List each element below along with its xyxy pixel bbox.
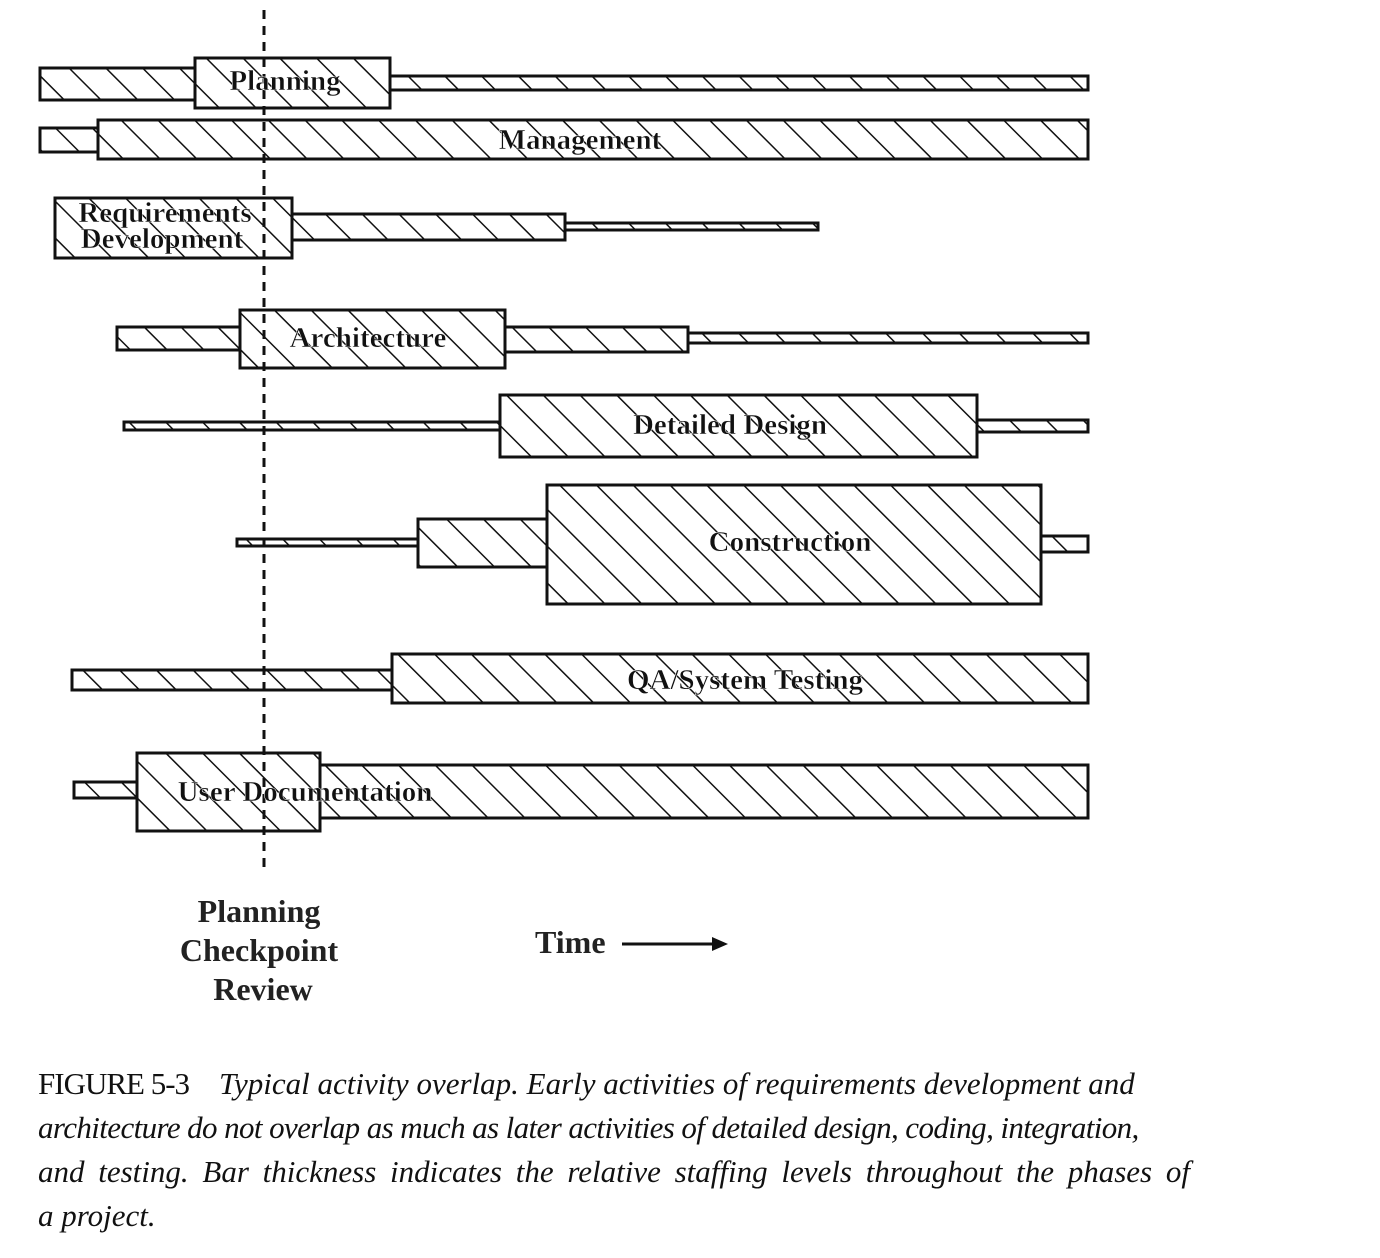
detailed-design-bar [122,393,1090,459]
detailed-design-bar-segment [498,393,979,459]
checkpoint-label-line: Review [213,971,313,1007]
user-doc-bar [72,751,1090,833]
time-arrow-head [712,937,728,951]
planning-bar-segment [193,56,392,110]
construction-bar-segment [545,483,1043,606]
detailed-design-bar-segment [122,420,502,432]
user-doc-bar-segment [72,780,139,800]
construction-label: Construction [709,526,872,558]
planning-bar-segment [388,74,1090,92]
construction-bar-segment [416,517,549,569]
management-label: Management [499,124,662,156]
time-label: Time [535,924,606,960]
planning-bar [38,56,1090,110]
activity-overlap-diagram: Planning Management RequirementsDevelopmen… [38,10,1090,1007]
architecture-label: Architecture [290,322,447,354]
architecture-bar-segment [115,325,242,352]
management-bar-segment [38,126,100,154]
user-doc-bar-segment [318,763,1090,820]
caption-line: architecture do not overlap as much as l… [38,1110,1139,1145]
checkpoint-label: Planning Checkpoint Review [180,893,346,1007]
qa-label: QA/System Testing [627,664,864,696]
qa-bar-segment [70,668,394,692]
architecture-bar-segment [503,325,690,354]
architecture-bar-segment [686,331,1090,345]
checkpoint-label-line: Checkpoint [180,932,339,968]
caption-line: a project. [38,1198,156,1233]
construction-bar [235,483,1090,606]
figure-caption: FIGURE 5-3 Typical activity overlap. Earl… [38,1062,1358,1238]
qa-bar [70,652,1090,705]
requirements-bar-segment [563,221,820,232]
user-doc-bar-segment [135,751,322,833]
detailed-design-bar-segment [975,418,1090,434]
requirements-bar [53,196,820,260]
planning-label: Planning [229,65,341,97]
requirements-label: Development [81,223,244,255]
planning-bar-segment [38,66,197,102]
caption-line: and testing. Bar thickness indicates the… [38,1154,1190,1189]
qa-bar-segment [390,652,1090,705]
user-doc-label: User Documentation [178,776,433,808]
checkpoint-label-line: Planning [198,893,321,929]
requirements-bar-segment [290,212,567,242]
construction-bar-segment [1039,534,1090,554]
caption-line: Typical activity overlap. Early activiti… [219,1066,1135,1101]
activity-labels: Planning Management RequirementsDevelopmen… [78,65,872,809]
figure-number: FIGURE 5-3 [38,1066,190,1101]
requirements-label: Requirements [78,197,251,229]
architecture-bar-segment [238,308,507,370]
activity-bars [38,56,1090,833]
architecture-bar [115,308,1090,370]
detailed-design-label: Detailed Design [633,409,827,441]
